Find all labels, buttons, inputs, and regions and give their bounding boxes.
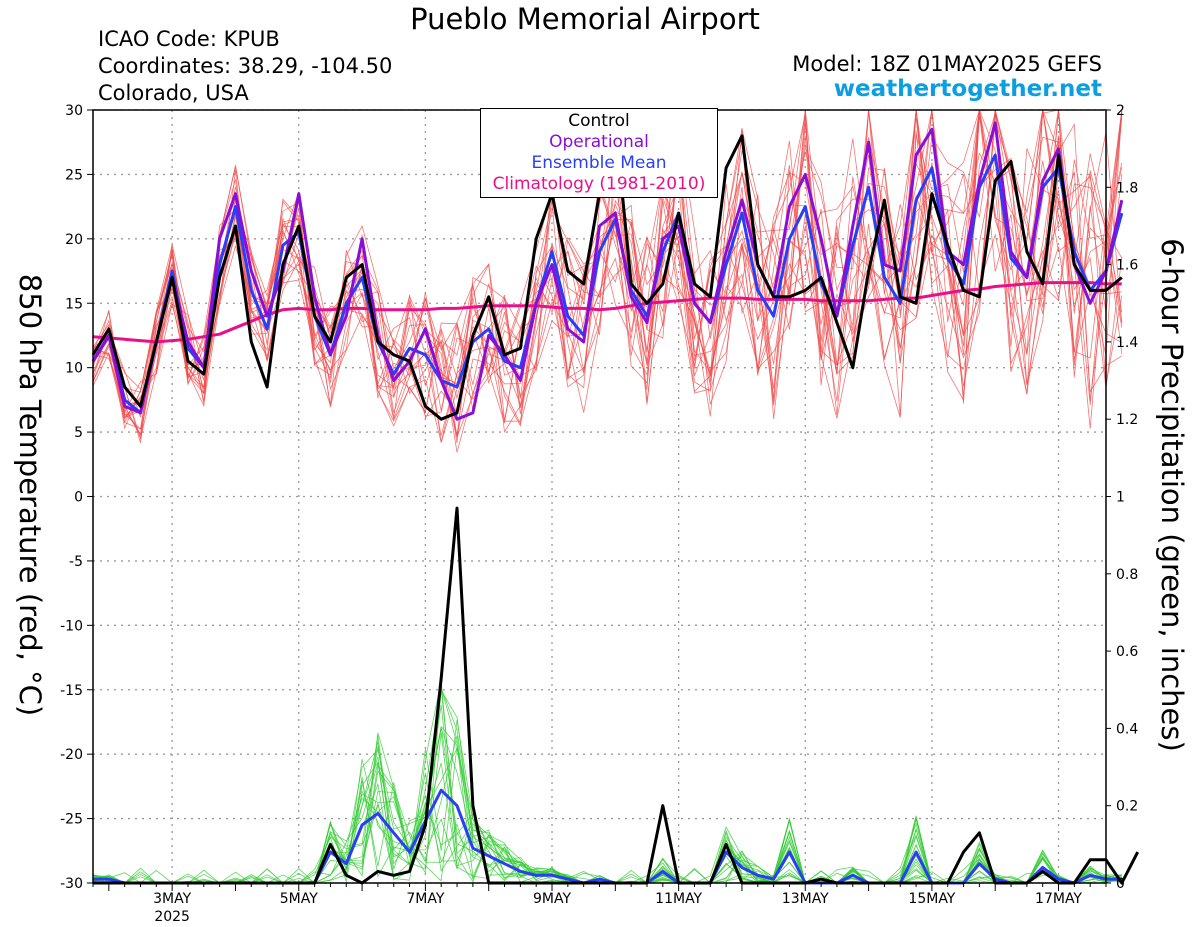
page-title: Pueblo Memorial Airport (410, 2, 760, 36)
x-tick-label: 17MAY (1035, 891, 1082, 907)
climatology-temperature-line (92, 281, 1122, 344)
y-right-tick-label: 2 (1116, 103, 1125, 119)
y-tick-label: -5 (69, 554, 83, 570)
ensemble-precip-member (92, 680, 1122, 884)
y-right-tick-label: 1.6 (1116, 258, 1138, 274)
legend-operational: Operational (549, 132, 649, 152)
brand-link[interactable]: weathertogether.net (833, 76, 1102, 102)
ensemble-precip-member (92, 688, 1122, 884)
region: Colorado, USA (98, 81, 249, 105)
x-tick-label: 13MAY (782, 891, 829, 907)
x-tick-label: 5MAY (280, 891, 318, 907)
x-tick-label: 9MAY (533, 891, 571, 907)
x-tick-label: 7MAY (406, 891, 444, 907)
icao-code: ICAO Code: KPUB (98, 27, 280, 51)
ensemble-mean-temperature-line (91, 153, 1124, 415)
y-tick-label: -30 (60, 876, 83, 892)
y-right-tick-label: 0.6 (1116, 644, 1138, 660)
ensemble-temp-member (92, 118, 1123, 431)
y-right-tick-label: 0.4 (1116, 721, 1138, 737)
ensemble-precip-member (92, 686, 1122, 884)
ensemble-precipitation-members (92, 680, 1122, 884)
ensemble-precip-member (92, 689, 1122, 884)
y-tick-label: -15 (60, 683, 83, 699)
ensemble-precip-member (92, 746, 1122, 884)
legend-control: Control (568, 111, 630, 131)
y-right-tick-label: 1.2 (1116, 412, 1138, 428)
x-tick-sublabel: 2025 (154, 909, 190, 925)
ensemble-temp-member (92, 111, 1123, 443)
control-precipitation-line (93, 506, 1140, 885)
ensemble-precip-member (92, 795, 1122, 884)
y-tick-label: 10 (65, 361, 83, 377)
ensemble-mean-precipitation-line (93, 788, 1122, 885)
y-axis-label-left: 850 hPa Temperature (red, °C) (13, 273, 47, 717)
ensemble-precip-member (92, 735, 1122, 884)
ensemble-precip-member (92, 733, 1122, 884)
ensemble-precip-member (92, 741, 1122, 884)
legend: Control Operational Ensemble Mean Climat… (480, 108, 718, 198)
y-tick-label: 15 (65, 296, 83, 312)
series-lines (91, 121, 1140, 885)
legend-climatology: Climatology (1981-2010) (492, 174, 706, 194)
ensemble-precip-member (92, 727, 1122, 884)
y-right-tick-label: 0.2 (1116, 799, 1138, 815)
y-right-tick-label: 1 (1116, 490, 1125, 506)
y-axis-label-right: 6-hour Precipitation (green, inches) (1155, 238, 1189, 752)
y-tick-label: 5 (74, 425, 83, 441)
legend-ensemble-mean: Ensemble Mean (531, 153, 667, 173)
ensemble-precip-member (92, 726, 1122, 884)
ensemble-temp-member (92, 121, 1123, 416)
x-tick-label: 15MAY (908, 891, 955, 907)
y-right-tick-label: 1.8 (1116, 180, 1138, 196)
ensemble-precip-member (92, 719, 1122, 884)
axes: 302520151050-5-10-15-20-25-3021.81.61.41… (60, 103, 1138, 925)
y-tick-label: 20 (65, 232, 83, 248)
coordinates: Coordinates: 38.29, -104.50 (98, 54, 393, 78)
x-tick-label: 3MAY (153, 891, 191, 907)
ensemble-precip-member (92, 732, 1122, 884)
ensemble-precip-member (92, 725, 1122, 884)
y-tick-label: 30 (65, 103, 83, 119)
ensemble-precip-member (92, 704, 1122, 884)
y-tick-label: 0 (74, 490, 83, 506)
x-tick-label: 11MAY (655, 891, 702, 907)
y-tick-label: 25 (65, 167, 83, 183)
y-right-tick-label: 0 (1116, 876, 1125, 892)
y-tick-label: -20 (60, 747, 83, 763)
ensemble-precip-member (92, 689, 1122, 884)
ensemble-precip-member (92, 793, 1122, 884)
y-right-tick-label: 0.8 (1116, 567, 1138, 583)
ensemble-precip-member (93, 747, 1122, 884)
ensemble-temp-member (92, 109, 1123, 444)
ensemble-precip-member (92, 746, 1122, 884)
ensemble-temp-member (92, 109, 1123, 437)
y-right-tick-label: 1.4 (1116, 335, 1138, 351)
y-tick-label: -10 (60, 618, 83, 634)
ensemble-precip-member (92, 761, 1122, 884)
y-tick-label: -25 (60, 812, 83, 828)
model-run: Model: 18Z 01MAY2025 GEFS (792, 52, 1102, 76)
